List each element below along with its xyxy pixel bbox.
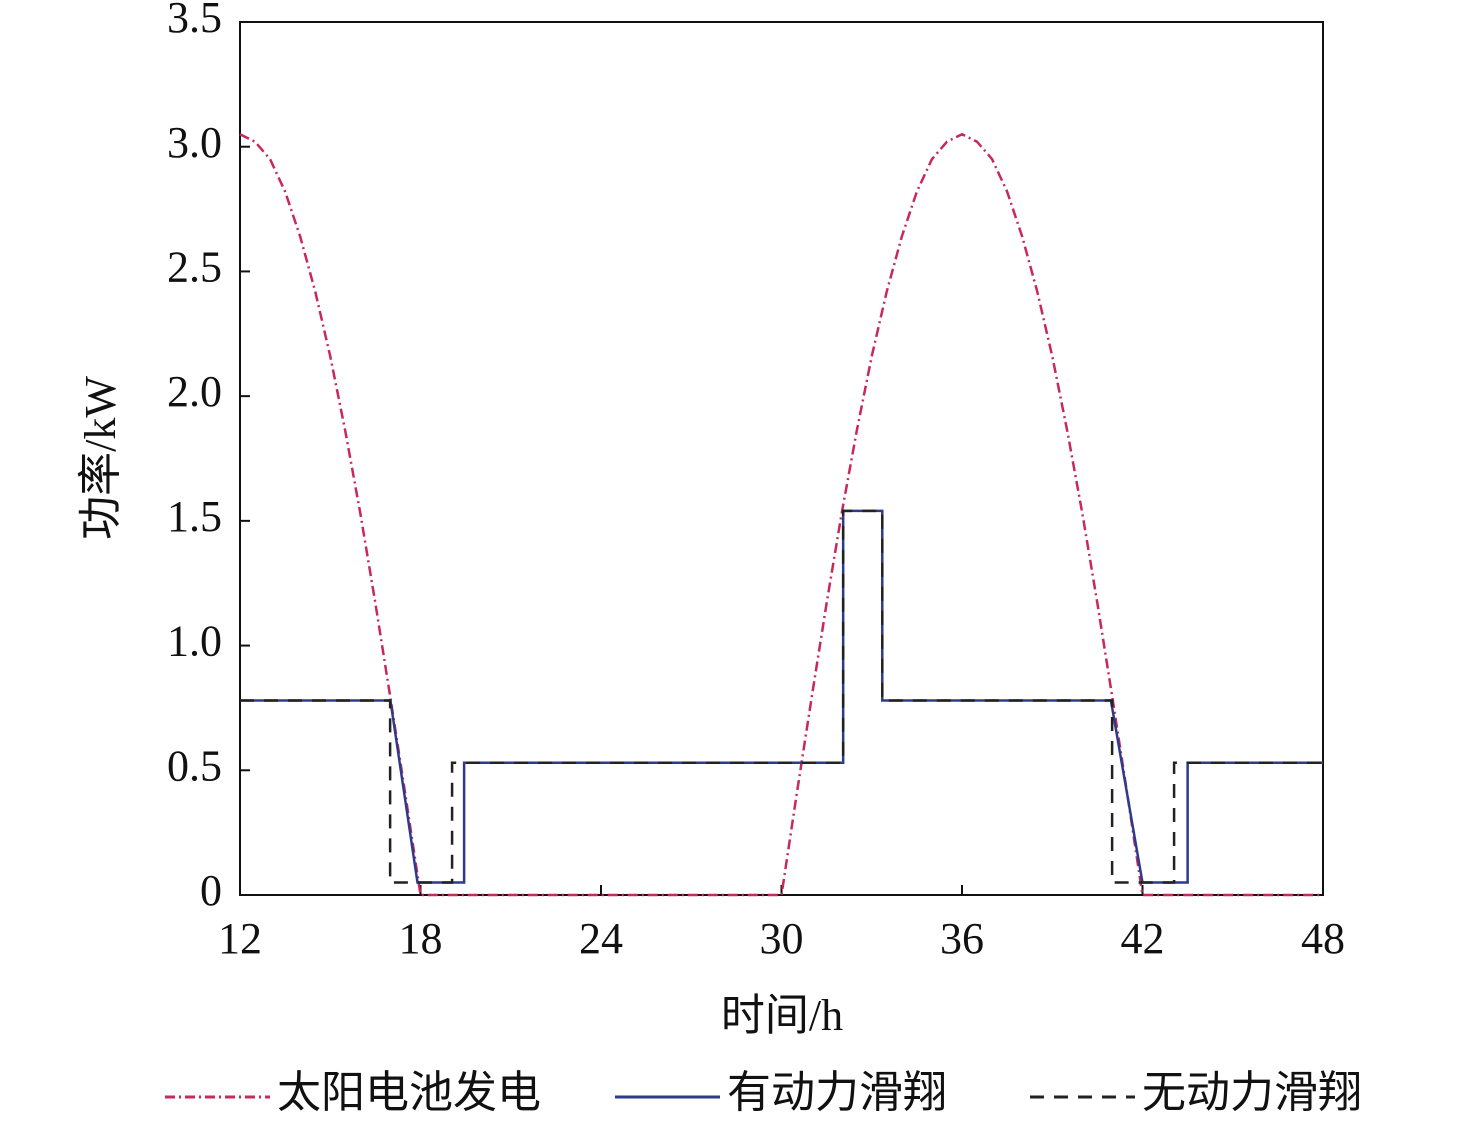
y-tick-label: 0: [200, 866, 222, 915]
x-tick-label: 36: [940, 914, 984, 963]
y-tick-label: 1.5: [167, 492, 222, 541]
y-axis-label: 功率/kW: [76, 376, 125, 540]
legend-label: 太阳电池发电: [277, 1068, 541, 1117]
x-tick-label: 30: [760, 914, 804, 963]
legend-label: 有动力滑翔: [727, 1068, 947, 1117]
x-tick-label: 42: [1121, 914, 1165, 963]
series-line: [239, 132, 1323, 897]
y-tick-label: 0.5: [167, 741, 222, 790]
x-tick-label: 12: [218, 914, 262, 963]
x-tick-label: 18: [399, 914, 443, 963]
y-tick-label: 1.0: [167, 617, 222, 666]
x-tick-label: 48: [1301, 914, 1345, 963]
series-line: [240, 509, 1323, 884]
x-tick-label: 24: [579, 914, 623, 963]
y-tick-label: 3.0: [167, 118, 222, 167]
legend-label: 无动力滑翔: [1142, 1068, 1362, 1117]
y-tick-label: 2.0: [167, 367, 222, 416]
y-tick-label: 2.5: [167, 243, 222, 292]
x-axis-label: 时间/h: [721, 991, 843, 1040]
series-line: [240, 509, 1323, 884]
y-tick-label: 3.5: [167, 0, 222, 42]
